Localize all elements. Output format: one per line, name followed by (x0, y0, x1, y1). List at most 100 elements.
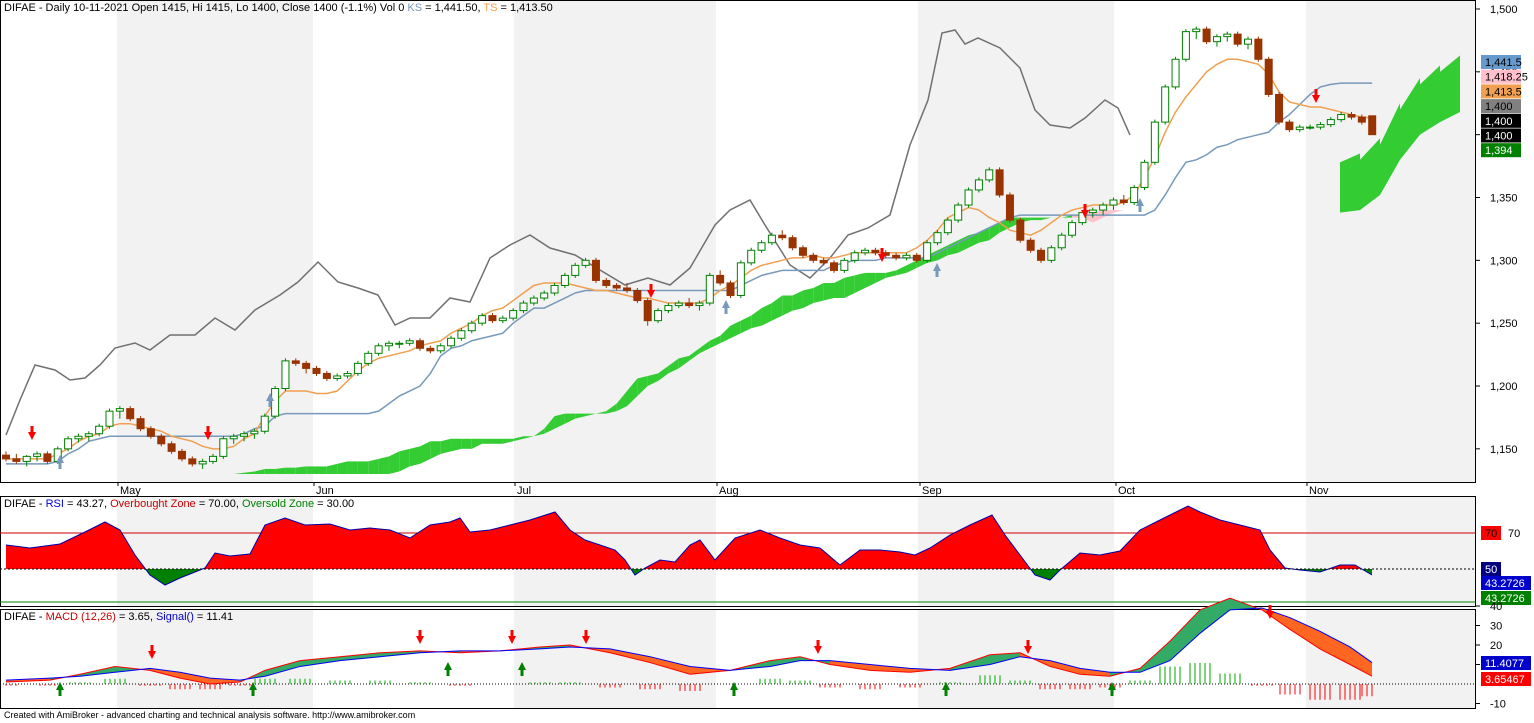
candle-body (892, 254, 901, 259)
rsi-tag-50-bg (1481, 562, 1501, 576)
cloud-segment (254, 468, 265, 474)
candle-body (664, 305, 673, 312)
macd-buy-arrow-icon (518, 662, 526, 676)
candle-body (974, 179, 983, 191)
macd-pane-border (0, 609, 1476, 709)
macd-ribbon-segment (300, 656, 340, 667)
macd-value-tag-bg (1481, 672, 1531, 686)
candle-body (64, 438, 73, 450)
oversold-label: Oversold Zone (241, 498, 315, 510)
cloud-segment (740, 315, 752, 334)
cloud-segment (575, 413, 586, 419)
month-shade-rsi (1306, 496, 1476, 606)
macd-ribbon-segment (650, 656, 690, 675)
cloud-segment (264, 468, 276, 474)
price-tag-bg (1481, 69, 1521, 84)
candle-body (136, 418, 145, 430)
month-label-may: May (120, 485, 141, 497)
candle-body (571, 264, 580, 276)
month-shade-macd (117, 609, 313, 708)
candle-body (364, 352, 373, 364)
candle-body (353, 362, 362, 374)
cloud-segment (865, 272, 876, 288)
cloud-segment (295, 466, 307, 474)
candle-body (674, 302, 683, 307)
candle-body (902, 254, 911, 259)
candle-body (705, 274, 714, 304)
candle-body (105, 410, 114, 427)
candle-body (436, 345, 445, 352)
candle-body (1005, 194, 1014, 221)
candle-body (405, 340, 414, 344)
candle-body (1316, 124, 1325, 128)
buy-arrow-icon (1136, 198, 1144, 212)
candle-body (1337, 114, 1346, 121)
candle-body (271, 388, 280, 417)
cloud-segment (451, 438, 462, 452)
candle-body (964, 189, 973, 206)
sell-arrow-icon (647, 284, 655, 298)
month-label-nov: Nov (1309, 485, 1329, 497)
macd-ribbon-segment (690, 666, 730, 675)
candle-body (685, 302, 694, 307)
candle-body (1295, 126, 1304, 131)
candle-body (426, 347, 435, 352)
macd-ribbon-segment (1320, 631, 1350, 665)
macd-ribbon-segment (1200, 598, 1230, 634)
candle-body (519, 302, 528, 312)
cloud-segment (316, 466, 327, 474)
signal-line (5, 607, 1373, 681)
signal-label: Signal() (155, 611, 194, 623)
cloud-segment (896, 265, 907, 276)
cloud-future-segment (1340, 153, 1360, 213)
rsi-overbought-area (6, 506, 1372, 569)
cloud-segment (347, 461, 358, 474)
candle-body (933, 232, 942, 244)
cloud-segment (761, 303, 772, 326)
candle-body (281, 360, 290, 390)
candle-body (188, 458, 197, 465)
cloud-segment (699, 340, 710, 354)
candle-body (985, 169, 994, 181)
month-shade-price (514, 0, 716, 482)
rsi-line (5, 505, 1373, 586)
candle-body (84, 433, 93, 437)
price-tick-label: 1,500 (1490, 4, 1518, 16)
candle-body (1068, 222, 1077, 236)
candle-body (260, 415, 269, 432)
rsi-tag-70-bg (1481, 526, 1501, 540)
candle-body (43, 453, 52, 462)
macd-sell-arrow-icon (148, 645, 156, 659)
candle-body (302, 362, 311, 369)
price-tag-text: 1,441.5 (1485, 57, 1522, 69)
candle-body (1026, 239, 1035, 251)
cloud-segment (544, 416, 555, 434)
price-pane-title: DIFAE - Daily 10-11-2021 Open 1415, Hi 1… (4, 2, 553, 14)
candle-body (809, 254, 818, 261)
macd-tick-label: 40 (1490, 601, 1502, 613)
cloud-segment (637, 375, 648, 397)
rsi-tag-value2-bg (1481, 591, 1531, 605)
cloud-segment (337, 461, 348, 474)
candle-body (1171, 58, 1180, 88)
candle-body (374, 345, 383, 354)
candle-body (1057, 234, 1066, 249)
candle-body (488, 315, 497, 322)
macd-ribbon-segment (1140, 641, 1170, 673)
cloud-future-segment (1380, 103, 1400, 195)
month-shade-macd (1306, 609, 1476, 708)
cloud-future-segment (1440, 55, 1460, 123)
cloud-segment (689, 348, 700, 361)
cloud-future-segment (1360, 138, 1380, 211)
cloud-segment (409, 446, 420, 467)
candle-body (654, 310, 663, 322)
price-tag-text: 1,400 (1485, 116, 1513, 128)
candle-body (1140, 161, 1149, 188)
candle-body (1099, 204, 1108, 211)
candle-body (115, 408, 124, 412)
macd-sell-arrow-icon (814, 640, 822, 654)
candle-body (457, 330, 466, 339)
cloud-segment (585, 413, 596, 417)
macd-buy-arrow-icon (730, 682, 738, 696)
